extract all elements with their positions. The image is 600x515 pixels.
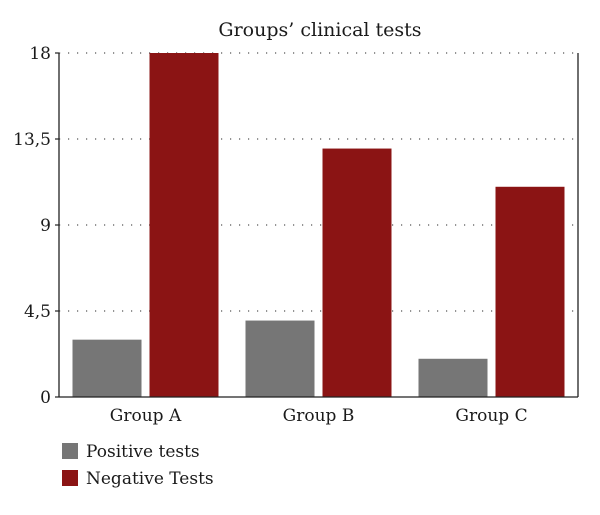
y-tick-label: 0 [40,388,51,408]
legend-swatch [62,470,78,486]
legend-swatch [62,443,78,459]
x-tick-label: Group C [455,406,527,426]
bar-negative-1 [149,53,219,397]
chart-title: Groups’ clinical tests [218,19,421,41]
legend-label: Negative Tests [86,469,214,489]
axes: 0 4,5 9 13,5 18 Group A Group B Group C [13,44,579,426]
y-tick-label: 4,5 [24,302,51,322]
y-tick-label: 9 [40,216,51,236]
bar-positive-1 [72,339,142,397]
x-tick-label: Group B [283,406,355,426]
legend-label: Positive tests [86,442,200,462]
gridlines [59,52,578,312]
bar-negative-3 [495,186,565,397]
legend: Positive tests Negative Tests [62,442,214,489]
bar-positive-3 [418,358,488,397]
y-tick-label: 13,5 [13,130,51,150]
bars [72,53,565,397]
y-tick-label: 18 [29,44,51,64]
bar-positive-2 [245,320,315,397]
x-tick-label: Group A [110,406,182,426]
bar-negative-2 [322,148,392,397]
